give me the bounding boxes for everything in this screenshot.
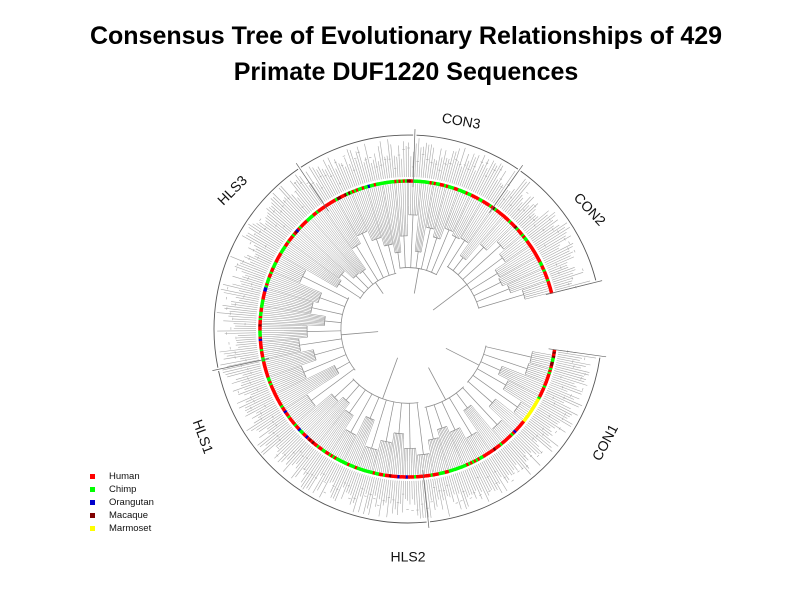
legend-label-chimp: Chimp: [109, 484, 137, 495]
figure-title: Consensus Tree of Evolutionary Relations…: [0, 18, 800, 90]
title-line-1: Consensus Tree of Evolutionary Relations…: [89, 22, 723, 50]
legend-swatch-macaque: [90, 513, 95, 518]
tree-branches: [261, 182, 552, 476]
legend-swatch-human: [90, 474, 95, 479]
clade-label-con1: CON1: [589, 421, 621, 463]
outer-tip-layer: [216, 138, 597, 519]
species-color-ring: [258, 179, 557, 479]
legend-swatch-chimp: [90, 487, 95, 492]
clade-label-con3: CON3: [441, 109, 482, 132]
legend-item-macaque: Macaque: [90, 509, 154, 522]
legend-label-human: Human: [109, 471, 140, 482]
legend-item-marmoset: Marmoset: [90, 522, 154, 535]
legend-item-chimp: Chimp: [90, 483, 154, 496]
clade-label-hls2: HLS2: [390, 549, 425, 565]
title-line-2: Primate DUF1220 Sequences: [233, 58, 579, 86]
legend-item-orangutan: Orangutan: [90, 496, 154, 509]
clade-label-hls3: HLS3: [214, 172, 250, 208]
clade-label-con2: CON2: [571, 189, 609, 229]
legend-item-human: Human: [90, 470, 154, 483]
clade-label-hls1: HLS1: [190, 417, 217, 456]
legend-swatch-marmoset: [90, 526, 95, 531]
legend-label-macaque: Macaque: [109, 510, 149, 521]
legend-label-orangutan: Orangutan: [109, 497, 154, 508]
legend-swatch-orangutan: [90, 500, 95, 505]
species-legend: Human Chimp Orangutan Macaque Marmoset: [90, 470, 154, 535]
clade-brackets: [212, 129, 607, 528]
legend-label-marmoset: Marmoset: [109, 523, 152, 534]
